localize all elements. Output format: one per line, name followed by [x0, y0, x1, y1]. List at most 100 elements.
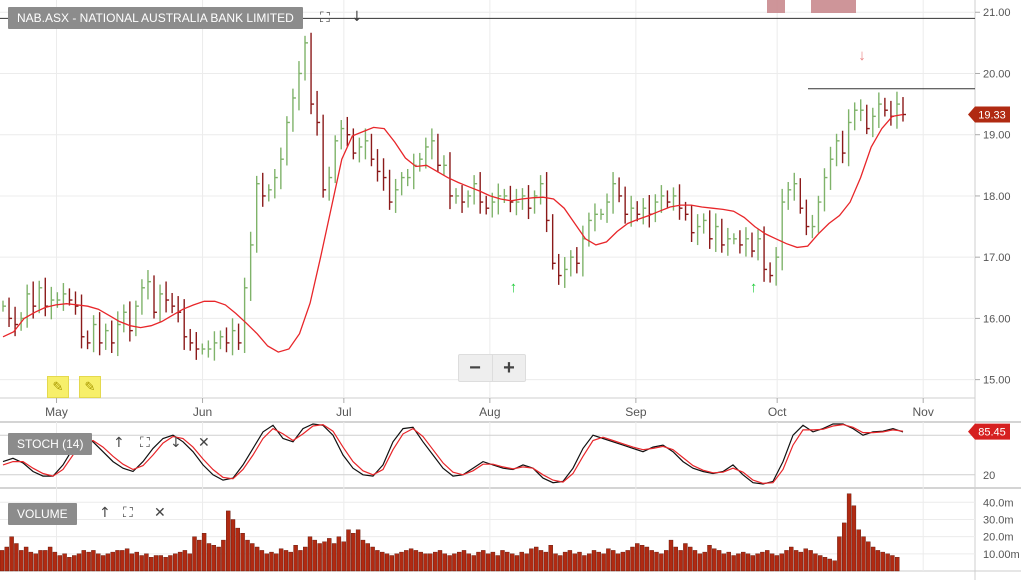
volume-bar [327, 538, 332, 572]
volume-bar [798, 551, 804, 572]
volume-bar [808, 550, 813, 572]
volume-y-tick-label: 30.0m [983, 514, 1014, 526]
volume-bar [692, 550, 698, 572]
volume-bar [269, 551, 274, 572]
volume-bar [644, 546, 650, 572]
volume-bar [461, 550, 467, 572]
volume-bar [630, 546, 635, 572]
volume-bar [587, 553, 592, 572]
volume-bar [197, 539, 202, 572]
volume-bar [866, 541, 871, 572]
volume-panel [0, 493, 900, 572]
stoch-k-line [2, 423, 904, 485]
volume-bar [452, 553, 457, 572]
volume-bar [129, 553, 135, 572]
volume-bar [649, 550, 654, 572]
volume-label: VOLUME [8, 503, 77, 525]
volume-bar [760, 551, 765, 572]
volume-bar [0, 550, 5, 572]
pencil-icon[interactable]: ✎ [79, 376, 101, 398]
moving-average-line [2, 113, 904, 353]
arrow-down-icon[interactable]: ↓ [170, 435, 182, 451]
volume-bar [577, 551, 582, 572]
volume-bar [721, 553, 727, 572]
volume-bar [312, 539, 317, 572]
arrow-down-icon[interactable]: ↓ [351, 9, 363, 25]
y-tick-label: 15.00 [983, 375, 1011, 387]
zoom-in-button[interactable]: + [492, 355, 525, 381]
volume-bar [673, 546, 678, 572]
volume-bar [9, 536, 14, 572]
volume-bar [741, 551, 746, 572]
volume-bar [235, 527, 241, 572]
volume-bar [731, 555, 736, 572]
volume-bar [38, 550, 43, 572]
volume-bar [322, 541, 327, 572]
stoch-value-tag [968, 423, 1010, 440]
buy-signal-arrow-icon: ↑ [750, 279, 758, 296]
volume-bar [216, 546, 221, 572]
volume-bar [712, 548, 717, 572]
volume-bar [837, 536, 842, 572]
volume-y-tick-label: 20.0m [983, 532, 1014, 544]
volume-bar [19, 550, 24, 572]
volume-bar [765, 550, 770, 572]
volume-bar [736, 553, 741, 572]
volume-bar [192, 536, 197, 572]
volume-bar [596, 551, 601, 572]
stochastic-panel [0, 423, 975, 485]
volume-bar [43, 550, 48, 572]
close-icon[interactable]: ✕ [154, 505, 166, 521]
close-icon[interactable]: ✕ [198, 435, 210, 451]
volume-bar [293, 545, 298, 572]
fullscreen-icon[interactable]: ⛶ [123, 505, 133, 521]
volume-bar [485, 553, 491, 572]
volume-bar [245, 539, 250, 572]
x-tick-label: Sep [625, 405, 647, 419]
volume-bar [370, 546, 375, 572]
volume-bar [211, 545, 217, 572]
zoom-out-button[interactable]: − [469, 357, 481, 379]
volume-bar [96, 553, 101, 572]
pencil-icon[interactable]: ✎ [47, 376, 69, 398]
volume-bar [697, 553, 703, 572]
volume-bar [86, 551, 91, 572]
x-tick-label: Nov [913, 405, 934, 419]
volume-bar [201, 533, 207, 572]
volume-bar [447, 555, 452, 572]
volume-bar [885, 553, 890, 572]
volume-bar [490, 551, 496, 572]
symbol-title: NAB.ASX - NATIONAL AUSTRALIA BANK LIMITE… [8, 7, 303, 29]
volume-bar [71, 555, 77, 572]
volume-bar [466, 553, 471, 572]
volume-bar [784, 550, 789, 572]
volume-bar [278, 548, 284, 572]
x-tick-label: Jun [193, 405, 212, 419]
fullscreen-icon[interactable]: ⛶ [320, 10, 330, 26]
volume-bar [4, 546, 10, 572]
volume-bar [510, 553, 515, 572]
volume-bar [832, 560, 837, 572]
volume-bar [423, 553, 428, 572]
volume-bar [341, 541, 346, 572]
volume-bar [567, 550, 573, 572]
y-tick-label: 21.00 [983, 7, 1011, 19]
arrow-up-icon[interactable]: ↑ [99, 505, 111, 521]
fullscreen-icon[interactable]: ⛶ [140, 435, 150, 451]
volume-bar [163, 557, 168, 572]
volume-bar [789, 546, 794, 572]
volume-bar [254, 546, 260, 572]
volume-bar [620, 551, 626, 572]
volume-bar [538, 550, 544, 572]
event-marker-box[interactable] [767, 0, 785, 13]
x-tick-label: May [45, 405, 68, 419]
volume-bar [153, 555, 159, 572]
volume-bar [240, 533, 245, 572]
arrow-up-icon[interactable]: ↑ [113, 435, 125, 451]
volume-bar [144, 553, 149, 572]
volume-bar [895, 557, 900, 572]
event-marker-box[interactable] [811, 0, 856, 13]
volume-bar [250, 543, 255, 572]
